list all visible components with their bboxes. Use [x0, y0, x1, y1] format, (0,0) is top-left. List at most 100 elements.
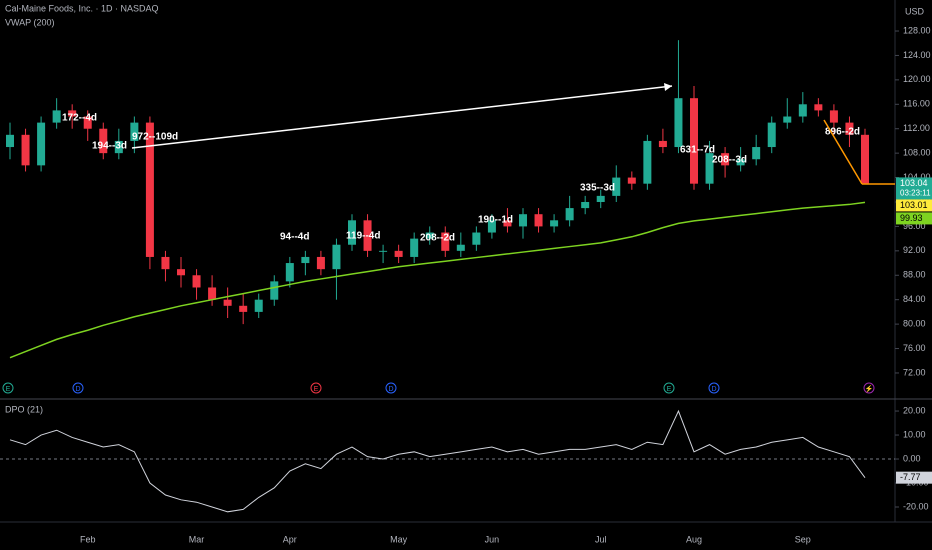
candle-body [441, 232, 450, 251]
candle-body [6, 134, 14, 148]
y-tick-label: 10.00 [903, 429, 926, 439]
y-tick-label: 128.00 [903, 25, 931, 35]
y-tick-label: 72.00 [903, 367, 926, 377]
candle-body [332, 244, 341, 270]
annotation: 94--4d [280, 232, 309, 243]
candle-body [627, 177, 636, 184]
y-tick-label: 104.00 [903, 172, 931, 182]
candle-body [705, 153, 714, 184]
currency[interactable]: USD [905, 6, 925, 16]
candle-body [829, 110, 838, 123]
price-badge [896, 199, 932, 212]
candle-body [68, 110, 77, 117]
y-tick-label: 112.00 [903, 123, 930, 133]
y-tick-label: 120.00 [903, 74, 931, 84]
candle-body [177, 269, 185, 276]
x-tick-label: May [390, 534, 408, 544]
event-marker [72, 382, 84, 394]
candle-body [379, 250, 388, 252]
candle-body [783, 116, 792, 123]
event-marker [663, 382, 675, 394]
event-marker [863, 382, 875, 394]
candle-body [192, 275, 201, 288]
candle-body [861, 134, 869, 184]
x-tick-label: Apr [283, 534, 297, 544]
x-tick-label: Mar [189, 534, 205, 544]
candle-body [223, 299, 232, 306]
annotation: 335--3d [580, 183, 615, 194]
y-tick-label: 0.00 [903, 453, 921, 463]
candle-body [348, 220, 356, 245]
candle-body [534, 214, 543, 227]
candle-body [581, 201, 590, 209]
annotation: 172--4d [62, 113, 97, 124]
annotation: 194--3d [92, 141, 127, 152]
countdown: 03:23:11 [900, 189, 931, 198]
candle-body [425, 232, 434, 239]
annotation: 631--7d [680, 145, 715, 156]
arrow-head [664, 83, 672, 91]
candle-body [503, 220, 512, 227]
annotation: 208--2d [420, 233, 455, 244]
candle-body [254, 299, 263, 312]
annotation: 208--3d [712, 155, 747, 166]
candle-body [845, 122, 854, 135]
y-tick-label: 84.00 [903, 294, 926, 304]
annotation: 896--2d [825, 127, 860, 138]
annotation: 119--4d [346, 231, 380, 242]
candle-body [736, 159, 745, 166]
y-tick-label: 124.00 [903, 50, 931, 60]
trend-arrow [823, 119, 863, 185]
event-label: ⚡ [865, 384, 874, 393]
last-price-badge [896, 177, 932, 200]
candle-body [643, 140, 652, 184]
candle-body [814, 104, 823, 111]
candle-body [658, 140, 667, 148]
y-tick-label: 92.00 [903, 245, 926, 255]
annotation: 972--109d [132, 132, 178, 143]
candle-body [208, 287, 217, 300]
candle-body [161, 256, 170, 270]
indicator-label[interactable]: VWAP (200) [5, 17, 55, 27]
candle-body [316, 256, 325, 270]
line-series [9, 409, 866, 513]
candle-body [565, 208, 574, 221]
candle-body [99, 128, 108, 154]
candle-body [130, 122, 139, 141]
annotation: 190--1d [478, 215, 513, 226]
candle-body [767, 122, 776, 148]
candle-body [596, 195, 605, 202]
vwap-badge [896, 212, 932, 225]
candle-body [487, 220, 496, 233]
candle-body [363, 220, 372, 251]
candle-body [301, 256, 310, 264]
candle-body [114, 140, 123, 154]
x-tick-label: Aug [686, 534, 702, 544]
candle-body [519, 214, 527, 227]
y-tick-label: 96.00 [903, 221, 926, 231]
symbol-title[interactable]: Cal-Maine Foods, Inc. · 1D · NASDAQ [5, 3, 159, 13]
y-tick-label: 116.00 [903, 99, 930, 109]
candle-body [798, 104, 807, 117]
candle-body [21, 134, 30, 166]
candle-body [83, 116, 92, 129]
candle-body [410, 238, 419, 257]
event-marker [385, 382, 397, 394]
event-label: D [75, 386, 80, 393]
indicator-label[interactable]: DPO (21) [5, 404, 43, 414]
vwap-badge-text: 99.93 [900, 213, 923, 223]
event-marker [2, 382, 14, 394]
y-tick-label: 20.00 [903, 405, 926, 415]
x-tick-label: Jun [485, 534, 500, 544]
event-label: D [388, 386, 393, 393]
x-tick-label: Feb [80, 534, 96, 544]
event-label: E [314, 386, 319, 393]
dpo-badge-text: -7.77 [900, 472, 921, 482]
candle-body [721, 153, 730, 166]
trend-arrow [131, 85, 673, 149]
candle-body [270, 281, 279, 300]
candle-body [472, 232, 481, 245]
candle-body [612, 177, 621, 196]
candle-body [52, 110, 61, 123]
